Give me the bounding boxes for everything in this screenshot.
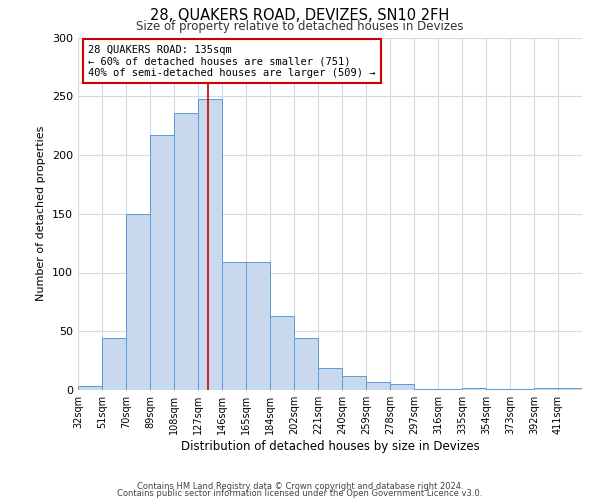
Bar [462,388,486,390]
Bar [510,389,534,390]
Bar [438,389,462,390]
Bar [270,316,294,390]
Bar [174,112,198,390]
Bar [78,386,102,390]
Text: 28, QUAKERS ROAD, DEVIZES, SN10 2FH: 28, QUAKERS ROAD, DEVIZES, SN10 2FH [151,8,449,22]
Bar [222,262,246,390]
Bar [390,384,414,390]
Bar [366,382,390,390]
Bar [294,338,318,390]
Bar [126,214,150,390]
Text: Contains public sector information licensed under the Open Government Licence v3: Contains public sector information licen… [118,489,482,498]
Bar [246,262,270,390]
Bar [414,389,438,390]
Text: Contains HM Land Registry data © Crown copyright and database right 2024.: Contains HM Land Registry data © Crown c… [137,482,463,491]
Text: 28 QUAKERS ROAD: 135sqm
← 60% of detached houses are smaller (751)
40% of semi-d: 28 QUAKERS ROAD: 135sqm ← 60% of detache… [88,44,376,78]
Y-axis label: Number of detached properties: Number of detached properties [37,126,46,302]
Text: Size of property relative to detached houses in Devizes: Size of property relative to detached ho… [136,20,464,33]
Bar [342,376,366,390]
Bar [102,338,126,390]
Bar [318,368,342,390]
Bar [558,388,582,390]
Bar [150,135,174,390]
Bar [534,388,558,390]
Bar [198,98,222,390]
X-axis label: Distribution of detached houses by size in Devizes: Distribution of detached houses by size … [181,440,479,453]
Bar [486,389,510,390]
